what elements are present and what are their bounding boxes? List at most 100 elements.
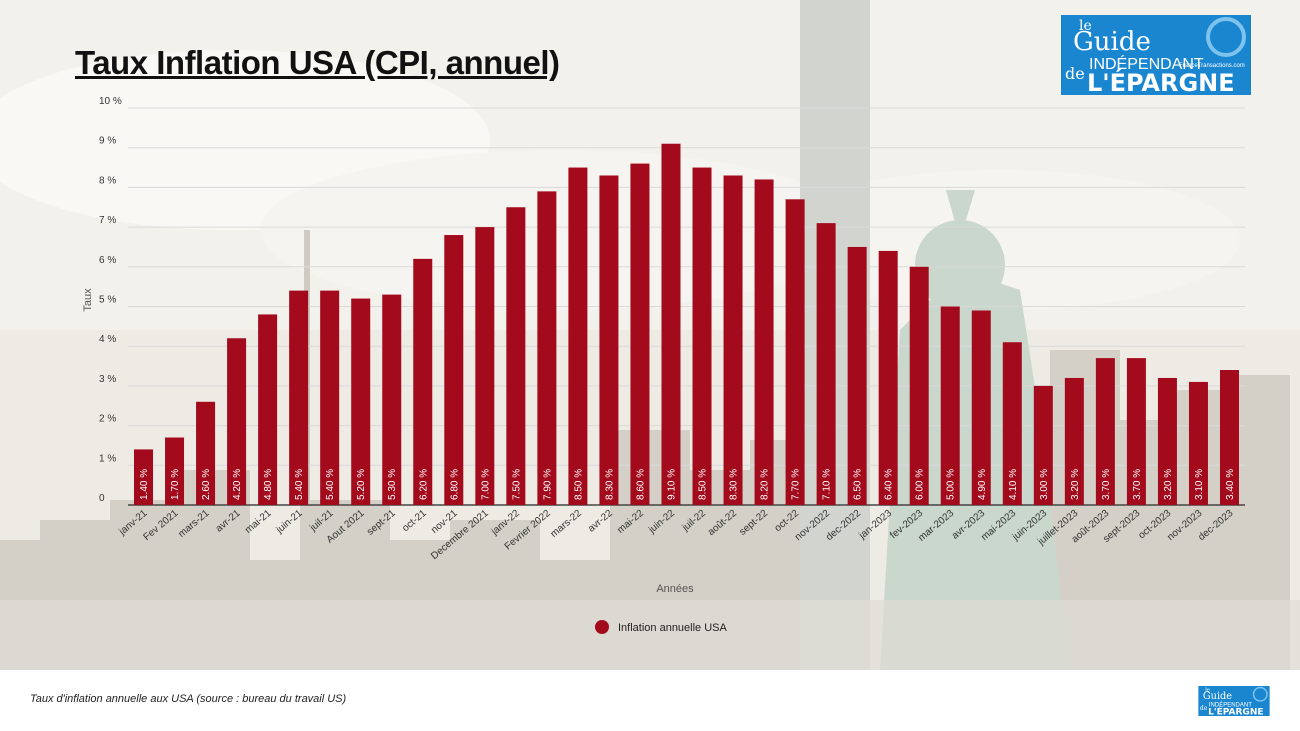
bar [196,401,216,505]
x-tick-label: mai-22 [615,508,646,536]
y-tick-label: 9 % [99,136,116,147]
bar-value-label: 7.50 % [511,469,522,500]
x-tick-label: juil-22 [680,508,709,535]
svg-text:INDÉPENDANT: INDÉPENDANT [1089,54,1204,73]
bar [413,258,433,505]
bar-value-label: 3.00 % [1039,469,1050,500]
x-tick-label: oct-21 [400,508,429,535]
svg-text:INDÉPENDANT: INDÉPENDANT [1209,701,1252,708]
bar [661,143,681,506]
x-tick-label: juin-21 [274,508,305,537]
svg-text:le: le [1079,18,1092,34]
bar [909,266,929,505]
x-tick-label: avr-21 [214,508,243,535]
bar [1033,385,1053,505]
bar-value-label: 5.30 % [387,469,398,500]
bar [351,298,371,505]
bar-value-label: 8.50 % [698,469,709,500]
bar-value-label: 6.50 % [853,469,864,500]
bar [227,338,247,505]
bar-value-label: 5.20 % [356,469,367,500]
bar [320,290,340,505]
bar [537,191,557,505]
x-tick-label: sept-21 [365,508,398,538]
x-tick-label: dec-2023 [1196,508,1235,544]
bar-value-label: 6.40 % [884,469,895,500]
bar-value-label: 4.20 % [232,469,243,500]
bar [475,227,495,505]
y-axis-label: Taux [82,288,94,312]
x-tick-label: sept-22 [737,508,770,538]
bar [506,207,526,505]
bar-value-label: 3.70 % [1101,469,1112,500]
bar [382,294,402,505]
x-tick-label: Decembre 2021 [429,508,491,562]
bar-value-label: 6.00 % [915,469,926,500]
y-tick-label: 8 % [99,175,116,186]
bar-value-label: 8.50 % [573,469,584,500]
bar [1002,342,1022,505]
bar [754,179,774,505]
bar-value-label: 4.80 % [263,469,274,500]
svg-text:Guide: Guide [1073,27,1151,57]
bar-value-label: 3.20 % [1163,469,1174,500]
bar [816,223,836,505]
bar-value-label: 5.40 % [325,469,336,500]
bar-value-label: 8.60 % [635,469,646,500]
bar [1188,381,1208,505]
bar-value-label: 3.70 % [1132,469,1143,500]
guide-epargne-logo: le Guide INDÉPENDANT FranceTransactions.… [1061,15,1251,95]
y-tick-label: 1 % [99,453,116,464]
bar-value-label: 3.10 % [1194,469,1205,500]
bar-value-label: 4.10 % [1008,469,1019,500]
bar [723,175,743,506]
bar-value-label: 7.10 % [822,469,833,500]
chart-caption: Taux d'inflation annuelle aux USA (sourc… [30,693,347,705]
x-tick-label: mai-21 [243,508,274,536]
y-tick-label: 3 % [99,374,116,385]
x-tick-label: Fev 2021 [141,508,180,544]
x-tick-label: jan-2023 [856,508,894,542]
bar-value-label: 6.80 % [449,469,460,500]
y-tick-label: 6 % [99,255,116,266]
bar-value-label: 6.20 % [418,469,429,500]
bar [940,306,960,505]
bar [878,250,898,505]
svg-text:L'ÉPARGNE: L'ÉPARGNE [1208,706,1263,717]
bar [785,199,805,505]
bar [1219,370,1239,505]
x-tick-label: août-22 [706,508,739,539]
bar [1126,358,1146,505]
bar [444,235,464,506]
bar-value-label: 4.90 % [977,469,988,500]
y-tick-label: 0 [99,493,105,504]
svg-text:le: le [1205,688,1210,694]
bar-value-label: 8.20 % [760,469,771,500]
bar [971,310,991,505]
bar [568,167,588,506]
bar [599,175,619,506]
bar [1157,377,1177,505]
bar [165,437,185,505]
bar [847,246,867,505]
bar-value-label: 3.20 % [1070,469,1081,500]
svg-text:L'ÉPARGNE: L'ÉPARGNE [1087,68,1235,95]
svg-text:FranceTransactions.com: FranceTransactions.com [1179,63,1245,69]
bar-value-label: 7.70 % [791,469,802,500]
guide-epargne-logo-small: le Guide INDÉPENDANT de L'ÉPARGNE [1198,686,1270,716]
bar [289,290,309,505]
chart-title: Taux Inflation USA (CPI, annuel) [75,44,560,81]
legend-marker [595,620,609,634]
bar-value-label: 7.90 % [542,469,553,500]
bar-value-label: 5.00 % [946,469,957,500]
y-tick-label: 4 % [99,334,116,345]
bar [1064,377,1084,505]
y-tick-label: 5 % [99,295,116,306]
bar [630,163,650,505]
y-tick-label: 2 % [99,414,116,425]
bar [258,314,278,505]
x-tick-label: dec-2022 [824,508,863,544]
y-tick-label: 7 % [99,215,116,226]
